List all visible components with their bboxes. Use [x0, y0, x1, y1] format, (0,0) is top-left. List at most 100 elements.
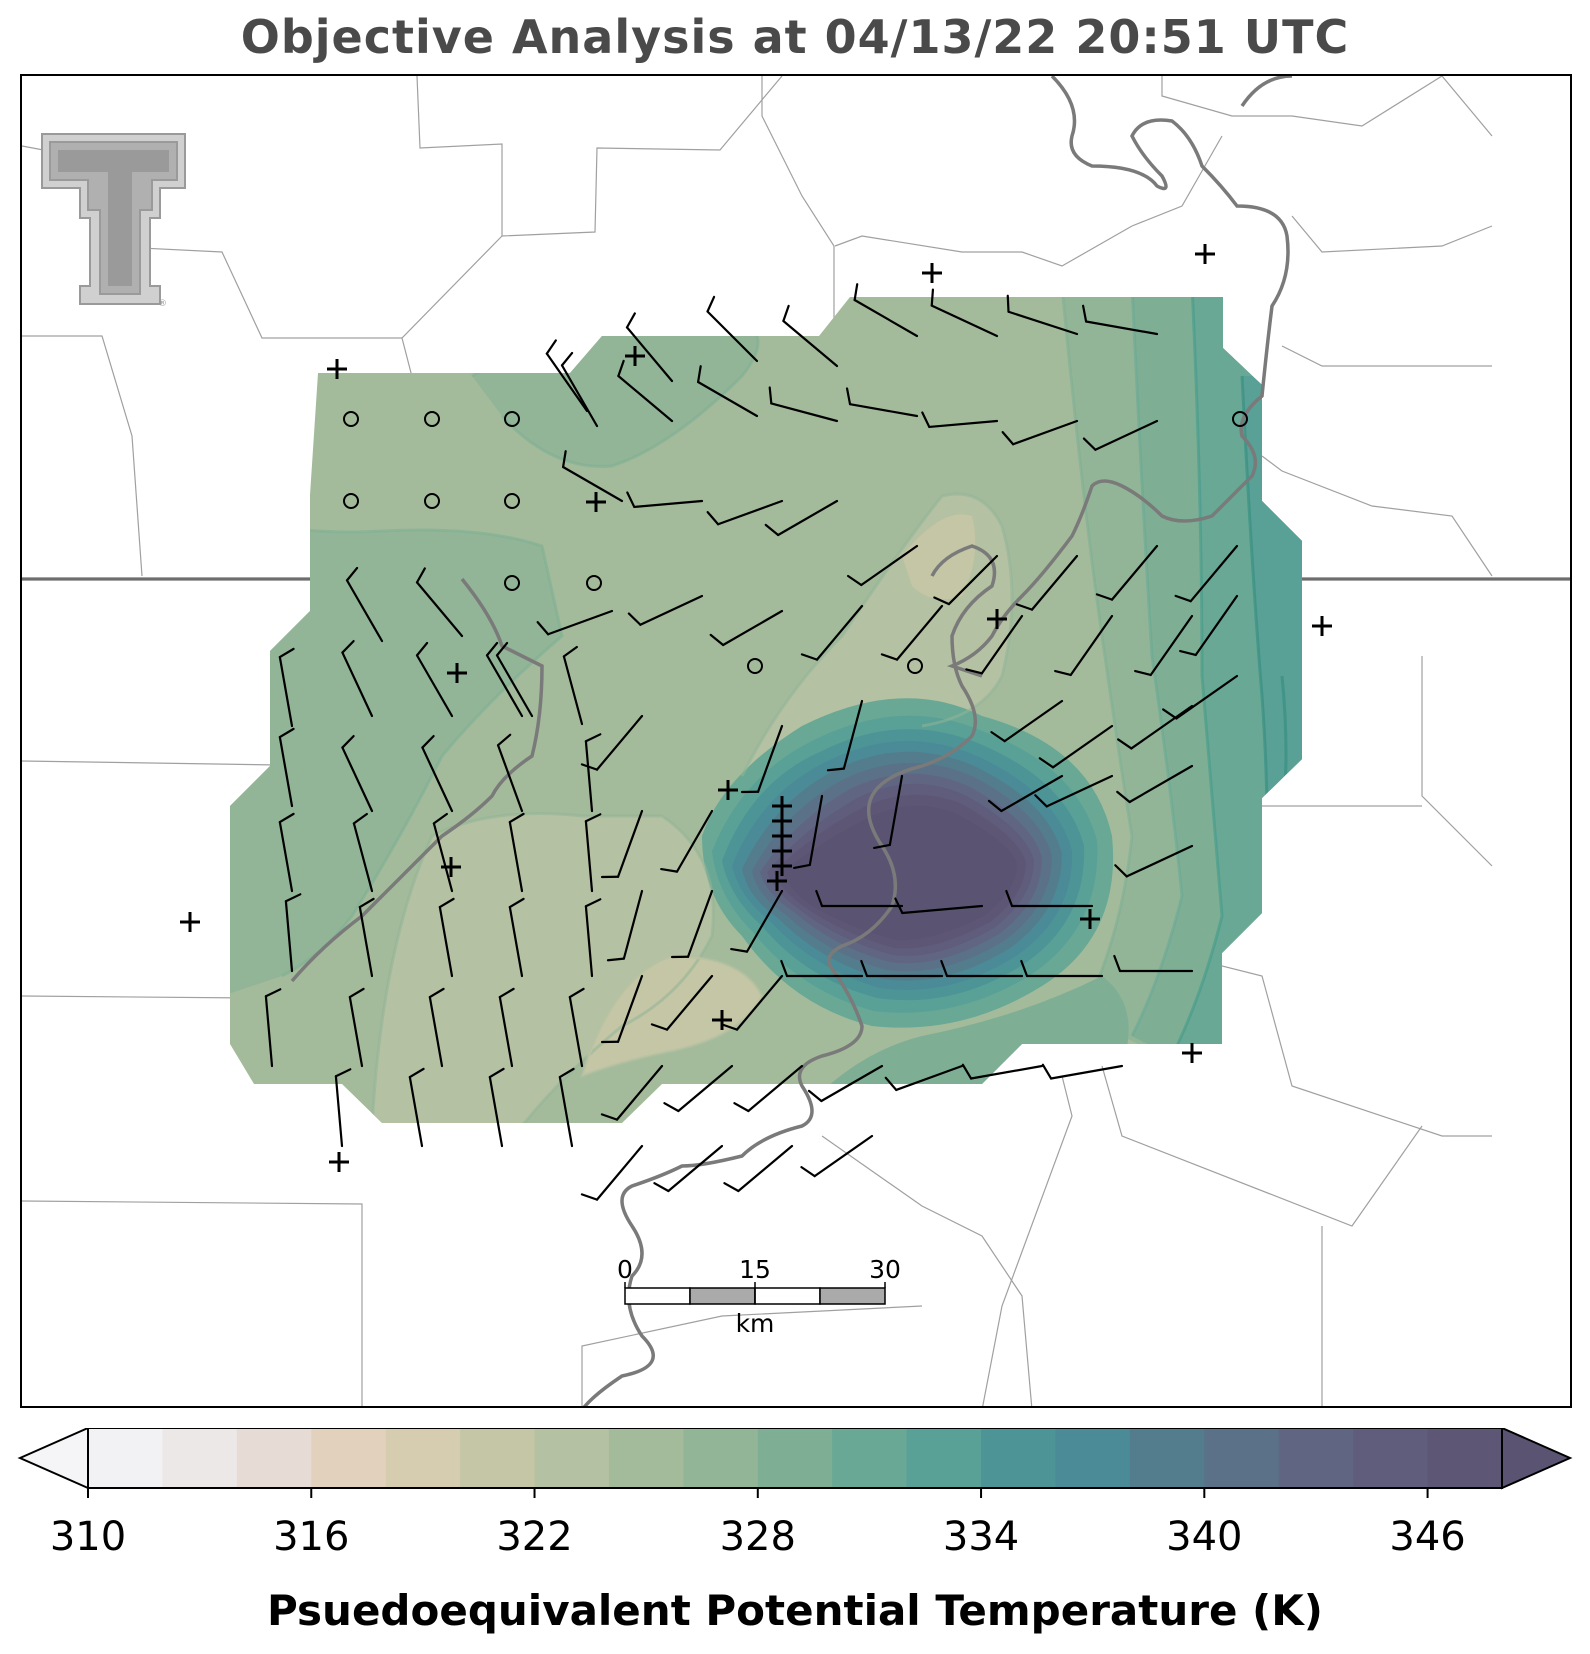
wind-barb-flag — [940, 959, 949, 978]
wind-barb-staff — [947, 554, 999, 606]
wind-barb-flag — [348, 987, 365, 999]
wind-barb-staff — [756, 724, 784, 793]
wind-barb-flag — [264, 988, 282, 998]
colorbar-tick-label: 316 — [273, 1514, 350, 1560]
wind-barb-staff — [421, 746, 454, 813]
station-circle-marker — [424, 493, 440, 509]
colorbar-bin — [534, 1428, 610, 1488]
colorbar-bin — [311, 1428, 387, 1488]
wind-barb-flag — [782, 304, 790, 323]
wind-barb-staff — [808, 794, 824, 867]
registered-mark: ® — [158, 299, 167, 309]
colorbar-bin — [608, 1428, 684, 1488]
wind-barb-flag — [660, 867, 679, 873]
wind-barb-staff — [901, 904, 984, 915]
wind-barb-staff — [980, 614, 1024, 675]
wind-barb-staff — [264, 995, 274, 1068]
station-markers — [180, 244, 1332, 1172]
wind-barb-flag — [1116, 790, 1131, 804]
wind-barb-flag — [930, 288, 935, 307]
wind-barb-flag — [508, 812, 525, 824]
colorbar-bin — [385, 1428, 461, 1488]
wind-barb-staff — [686, 889, 714, 958]
scale-tick-30: 30 — [869, 1255, 901, 1284]
wind-barb-staff — [1045, 774, 1114, 808]
wind-barb-flag — [421, 734, 435, 749]
wind-barb-staff — [697, 380, 759, 418]
station-plus-marker — [718, 780, 738, 800]
colorbar-tick-label: 322 — [496, 1514, 573, 1560]
station-circle-marker — [343, 411, 359, 427]
colorbar-bin — [236, 1428, 312, 1488]
wind-barb-staff — [667, 1144, 724, 1193]
colorbar-bin — [981, 1428, 1056, 1488]
theta-e-filled-contours — [230, 297, 1302, 1123]
wind-barb-flag — [846, 574, 863, 587]
map-title: Objective Analysis at 04/13/22 20:51 UTC — [240, 10, 1350, 64]
station-plus-marker — [1080, 909, 1100, 929]
wind-barb-flag — [768, 386, 773, 405]
station-plus-marker — [922, 263, 942, 283]
wind-barb-staff — [737, 1144, 794, 1193]
wind-barb-staff — [616, 809, 644, 878]
wind-barb-staff — [1189, 544, 1239, 603]
wind-barb-flag — [415, 641, 429, 657]
wind-barb-flag — [284, 893, 302, 903]
station-circle-marker — [907, 658, 923, 674]
wind-barb-flag — [584, 733, 602, 743]
wind-barb-staff — [584, 820, 594, 893]
colorbar-bin — [1204, 1428, 1280, 1488]
wind-barb-flag — [1038, 757, 1055, 769]
wind-barb-staff — [1051, 724, 1114, 769]
colorbar-bin — [832, 1428, 908, 1488]
scale-bar: 0 15 30 km — [617, 1255, 901, 1338]
colorbar-bin — [1055, 1428, 1131, 1488]
wind-barb-flag — [990, 731, 1006, 743]
wind-barb-flag — [568, 987, 585, 999]
wind-barb-flag — [498, 987, 515, 999]
station-plus-marker — [180, 912, 200, 932]
station-plus-marker — [987, 609, 1007, 629]
wind-barb-staff — [1128, 764, 1194, 804]
wind-barb-flag — [358, 897, 375, 909]
wind-barb-flag — [807, 1089, 823, 1103]
map-panel[interactable]: ® 0 15 30 km — [20, 74, 1572, 1408]
wind-barb-staff — [595, 1144, 644, 1201]
wind-barb-flag — [1006, 294, 1010, 313]
wind-barb-staff — [745, 889, 784, 953]
wind-barb-flag — [730, 947, 749, 953]
wind-barb-staff — [508, 905, 524, 978]
wind-barb-flag — [764, 523, 780, 537]
wind-barb-staff — [1069, 614, 1114, 677]
wind-barb-flag — [860, 959, 869, 978]
wind-barb-staff — [495, 654, 534, 718]
wind-barb-staff — [1084, 320, 1159, 336]
wind-barb-flag — [653, 1182, 670, 1193]
wind-barb-flag — [780, 959, 789, 978]
wind-barb-flag — [884, 1076, 898, 1092]
station-circle-marker — [343, 493, 359, 509]
wind-barb-flag — [1005, 889, 1014, 908]
wind-barb-staff — [1130, 704, 1194, 750]
wind-barb-flag — [723, 1182, 740, 1193]
wind-barb-staff — [547, 609, 614, 636]
wind-barb-flag — [720, 1023, 739, 1031]
wind-barb-staff — [341, 651, 374, 718]
colorbar-tick-label: 346 — [1389, 1514, 1466, 1560]
wind-barb-flag — [560, 351, 574, 367]
wind-barb-staff — [706, 310, 759, 363]
wind-barb-staff — [747, 1064, 804, 1113]
wind-barb-staff — [639, 594, 704, 626]
wind-barb-staff — [969, 1064, 1044, 1080]
wind-barb-flag — [580, 1193, 599, 1201]
wind-barb-flag — [545, 339, 557, 355]
station-circle-marker — [504, 493, 520, 509]
station-plus-marker — [772, 856, 792, 876]
wind-barb-staff — [615, 1064, 664, 1121]
colorbar-bin — [757, 1428, 833, 1488]
wind-barb-staff — [675, 809, 714, 873]
wind-barb-flag — [352, 812, 368, 825]
rivers — [290, 76, 1293, 1406]
wind-barb-flag — [800, 1166, 816, 1178]
wind-barb-staff — [665, 974, 714, 1031]
